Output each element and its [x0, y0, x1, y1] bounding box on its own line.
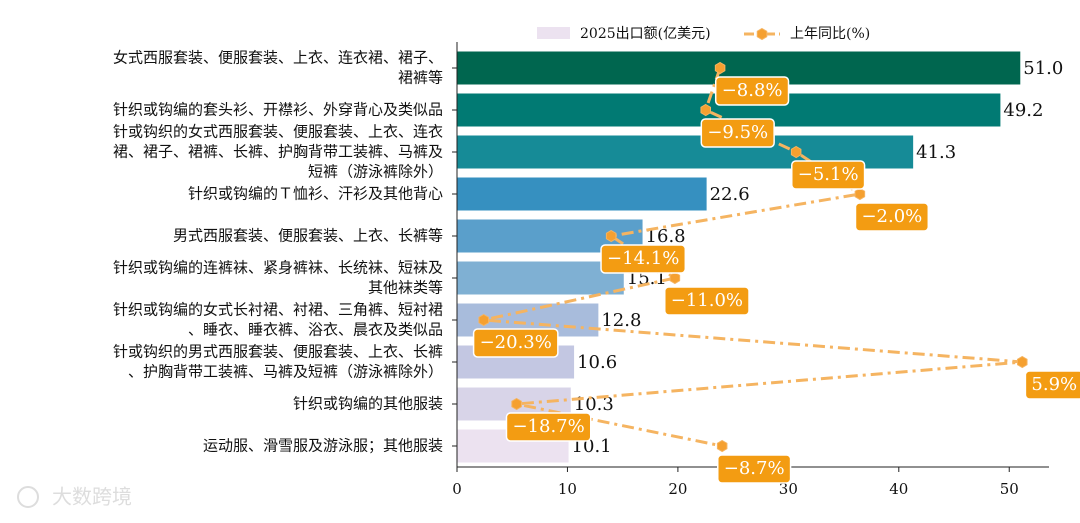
bar	[457, 261, 624, 295]
category-label: 针织或钩编的女式长衬裙、衬裙、三角裤、短衬裙	[113, 301, 443, 319]
category-label: 针或钩织的男式西服套装、便服套装、上衣、长裤	[113, 343, 443, 361]
bar-value-label: 10.3	[574, 394, 614, 415]
yoy-value-label: −8.8%	[722, 80, 783, 101]
legend-swatch	[537, 27, 570, 39]
yoy-marker	[511, 397, 522, 411]
yoy-value-label: −9.5%	[707, 122, 768, 143]
yoy-label-box	[791, 160, 866, 190]
category-label: 裙、裙子、裙裤、长裤、护胸背带工装裤、马裤及	[113, 143, 443, 161]
yoy-value-label: −5.1%	[798, 164, 859, 185]
x-tick-label: 50	[1000, 480, 1019, 498]
category-label: 、护胸背带工装裤、马裤及短裤（游泳裤除外）	[128, 363, 443, 381]
yoy-label: −20.3%	[472, 328, 559, 358]
category-label: 裙裤等	[398, 69, 443, 87]
legend-marker	[756, 27, 768, 41]
yoy-label: −9.5%	[700, 118, 775, 148]
x-tick-label: 20	[668, 480, 687, 498]
category-label: 针或钩织的女式西服套装、便服套装、上衣、连衣	[113, 123, 443, 141]
yoy-label: −14.1%	[600, 244, 687, 274]
yoy-label: −8.7%	[717, 454, 792, 484]
x-tick-label: 30	[779, 480, 798, 498]
yoy-marker	[854, 187, 866, 201]
bar-value-label: 41.3	[916, 142, 956, 163]
yoy-marker	[478, 313, 489, 327]
legend-label: 上年同比(%)	[790, 26, 870, 42]
category-label: 、睡衣、睡衣裤、浴衣、晨衣及类似品	[188, 321, 443, 339]
yoy-marker	[700, 103, 711, 117]
category-label: 其他袜类等	[368, 279, 443, 297]
yoy-marker	[1017, 355, 1028, 369]
category-label: 男式西服套装、便服套装、上衣、长裤等	[173, 227, 443, 245]
yoy-value-label: −2.0%	[861, 206, 922, 227]
yoy-marker	[605, 229, 617, 243]
yoy-label-box	[664, 286, 750, 316]
bar-value-label: 49.2	[1003, 100, 1043, 121]
yoy-label-box	[714, 76, 790, 106]
category-label: 针织或钩编的连裤袜、紧身裤袜、长统袜、短袜及	[113, 259, 443, 277]
yoy-label-box	[717, 454, 792, 484]
yoy-label-box	[472, 328, 559, 358]
yoy-label-box	[505, 412, 592, 442]
yoy-label: −18.7%	[505, 412, 592, 442]
yoy-value-label: −14.1%	[607, 248, 679, 269]
x-tick-label: 10	[558, 480, 577, 498]
bar-value-label: 51.0	[1023, 58, 1063, 79]
bar-value-label: 16.8	[646, 226, 686, 247]
yoy-label: −11.0%	[664, 286, 750, 316]
x-tick-label: 0	[452, 480, 462, 498]
legend-label: 2025出口额(亿美元)	[580, 26, 711, 42]
yoy-value-label: −20.3%	[480, 332, 552, 353]
yoy-value-label: −8.7%	[724, 458, 785, 479]
yoy-label: −8.8%	[714, 76, 790, 106]
yoy-label: −2.0%	[854, 202, 930, 232]
yoy-value-label: 5.9%	[1031, 374, 1077, 395]
bar	[457, 177, 707, 211]
x-tick-label: 40	[889, 480, 908, 498]
yoy-marker	[669, 271, 681, 285]
category-label: 女式西服套装、便服套装、上衣、连衣裙、裙子、	[113, 49, 443, 67]
yoy-marker	[716, 439, 728, 453]
yoy-marker	[714, 61, 726, 75]
yoy-value-label: −18.7%	[512, 416, 584, 437]
category-label: 针织或钩编的Ｔ恤衫、汗衫及其他背心	[188, 185, 443, 203]
yoy-label: −5.1%	[791, 160, 866, 190]
category-label: 运动服、滑雪服及游泳服；其他服装	[203, 437, 443, 455]
yoy-value-label: −11.0%	[671, 290, 743, 311]
watermark: 大数跨境	[52, 485, 132, 509]
yoy-label-box	[600, 244, 687, 274]
yoy-label-box	[854, 202, 930, 232]
yoy-marker	[790, 145, 802, 159]
category-label: 针织或钩编的套头衫、开襟衫、外穿背心及类似品	[113, 101, 443, 119]
category-label: 针织或钩编的其他服装	[293, 395, 443, 413]
watermark-icon	[17, 486, 39, 508]
bar-value-label: 12.8	[601, 310, 641, 331]
bar-value-label: 10.6	[577, 352, 617, 373]
yoy-label-box	[700, 118, 775, 148]
bar-value-label: 22.6	[710, 184, 750, 205]
yoy-label-box	[1024, 370, 1080, 400]
yoy-label: 5.9%	[1024, 370, 1080, 400]
category-label: 短裤（游泳裤除外）	[308, 163, 443, 181]
